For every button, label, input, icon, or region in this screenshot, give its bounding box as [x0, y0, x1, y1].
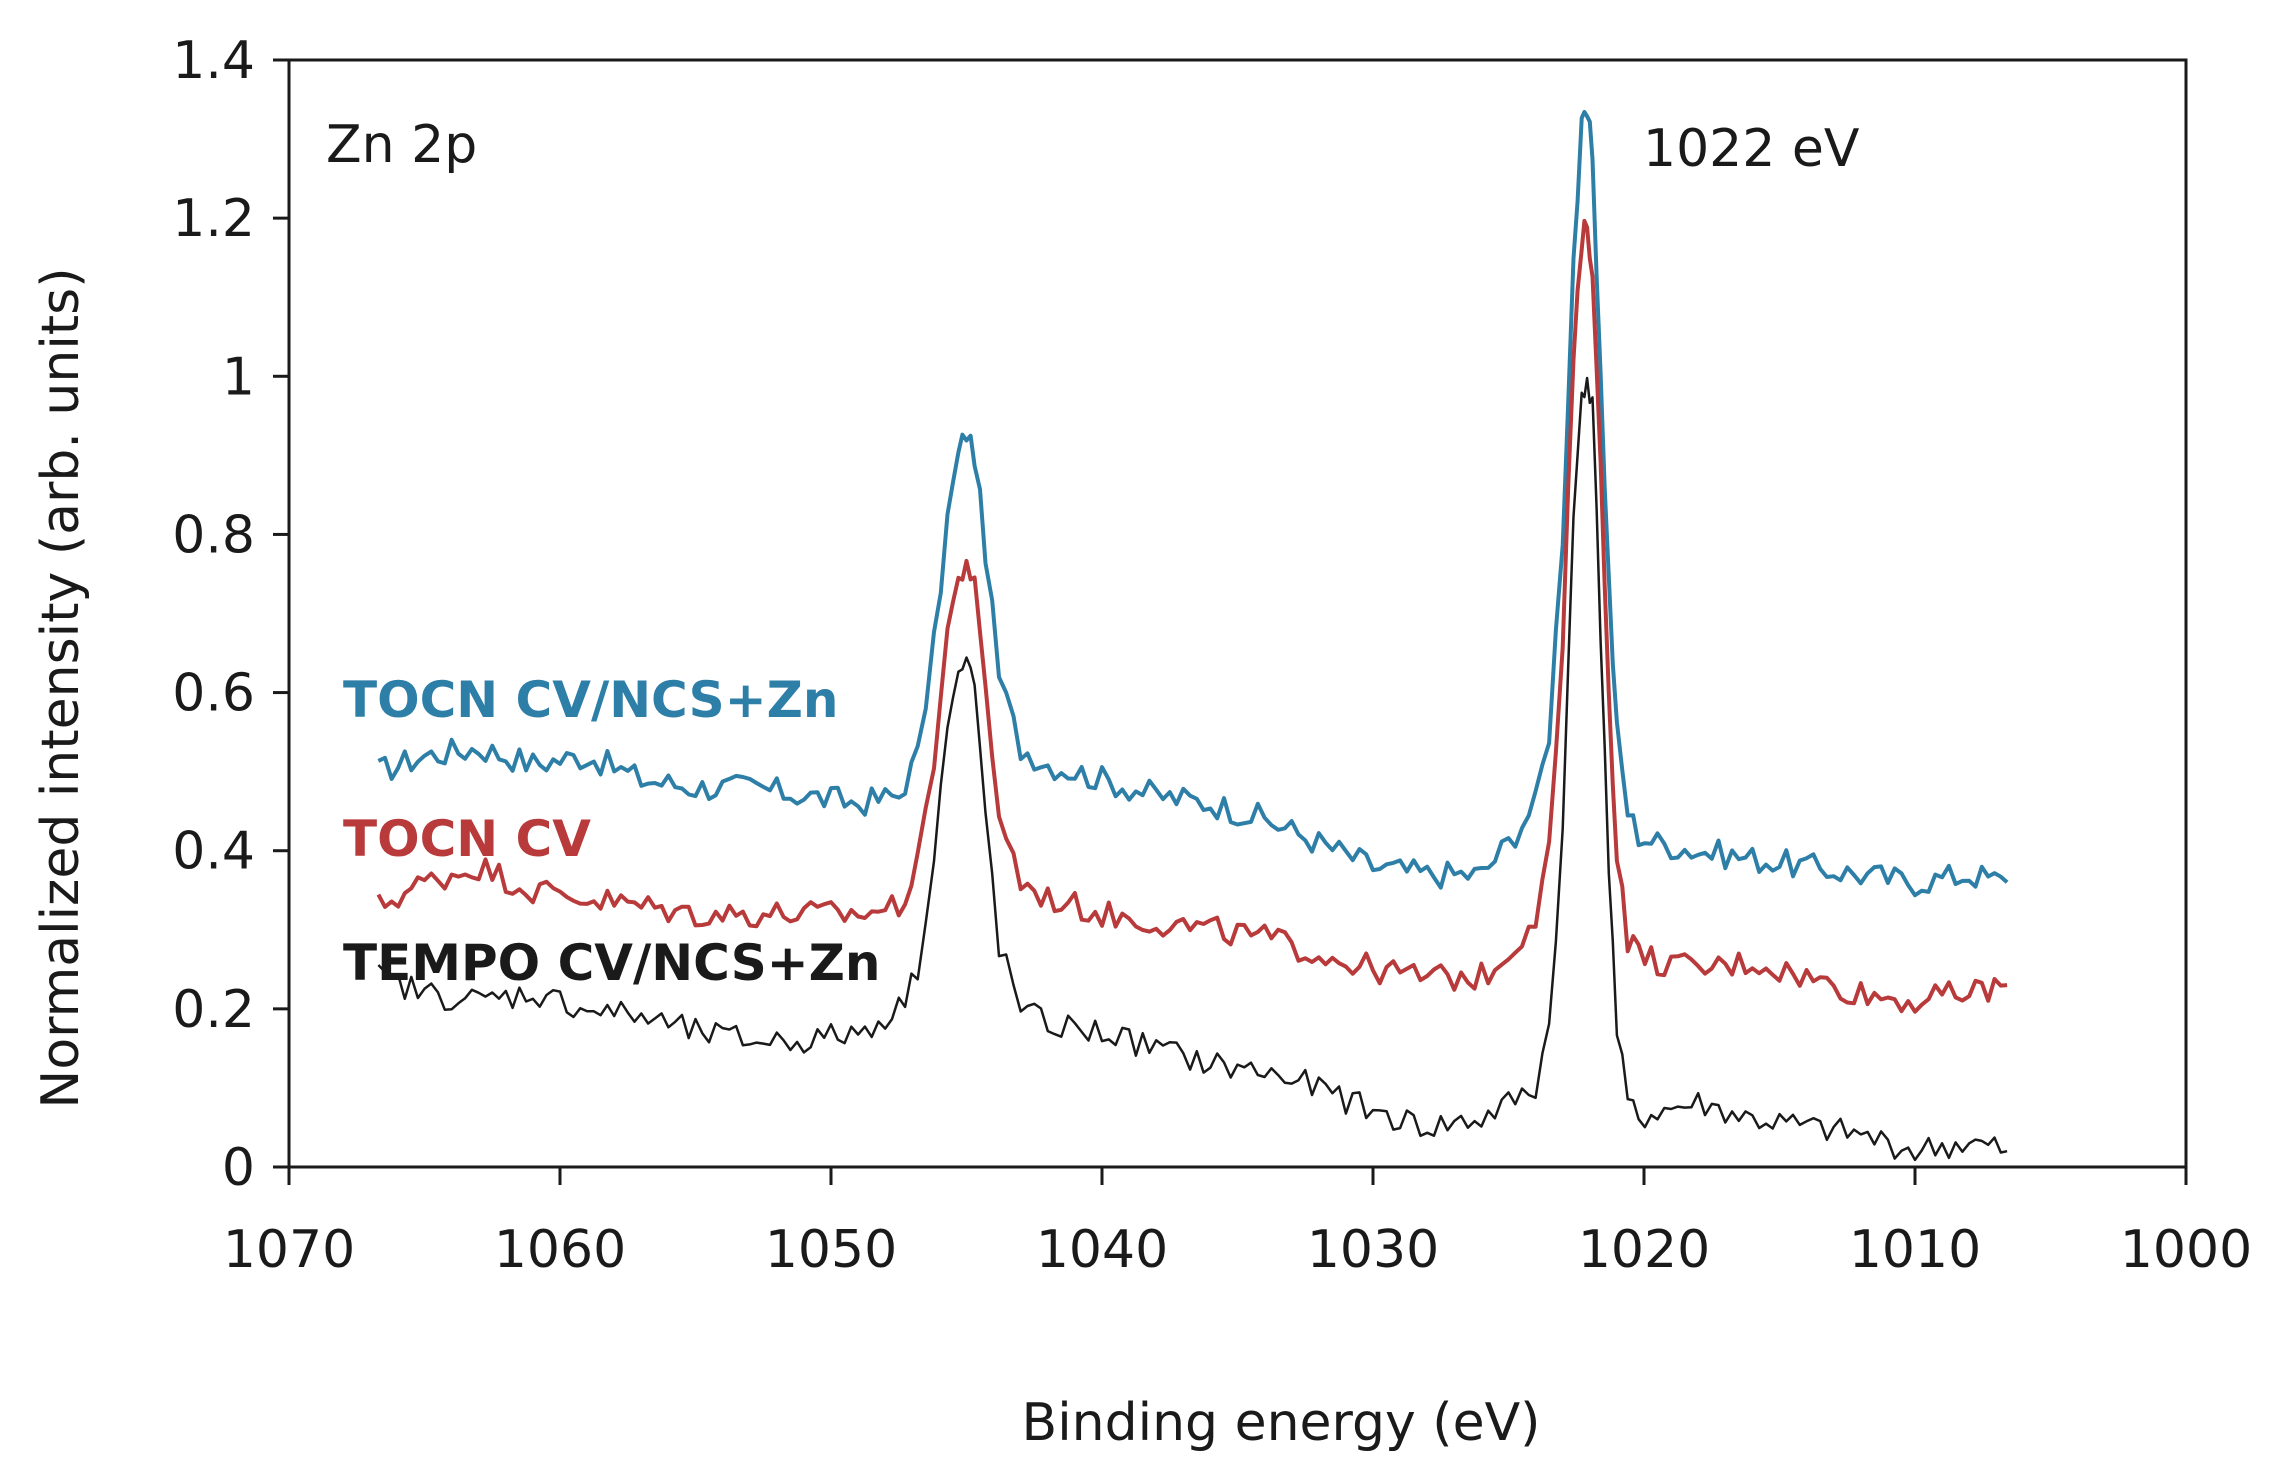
y-tick-label: 0.2 — [172, 980, 255, 1040]
x-tick-label: 1020 — [1578, 1220, 1710, 1280]
plot-frame — [287, 58, 2188, 1169]
x-tick-label: 1070 — [223, 1220, 355, 1280]
x-axis-title: Binding energy (eV) — [1022, 1393, 1541, 1453]
y-tick-label: 0.4 — [172, 822, 255, 882]
series-line-tocn-cv — [376, 218, 2008, 1014]
y-tick-label: 0.8 — [172, 505, 255, 565]
y-tick-label: 1.2 — [172, 189, 255, 249]
series-line-tempo-cv-ncs-zn — [377, 376, 2008, 1162]
x-tick-label: 1010 — [1849, 1220, 1981, 1280]
x-tick-label: 1050 — [765, 1220, 897, 1280]
y-tick-label: 0 — [222, 1138, 255, 1198]
core-level-annotation: Zn 2p — [326, 115, 477, 175]
axes: 0 0.2 0.4 0.6 0.8 1 1.2 1.4 1070 1060 1050 1040 1030… — [172, 31, 2252, 1280]
y-tick-label: 0.6 — [172, 664, 255, 724]
series-label-tocn-cv: TOCN CV — [343, 810, 591, 868]
y-axis-title: Normalized intensity (arb. units) — [31, 267, 91, 1108]
x-tick-label: 1030 — [1307, 1220, 1439, 1280]
x-tick-label: 1000 — [2120, 1220, 2252, 1280]
series-label-tocn-cv-ncs-zn: TOCN CV/NCS+Zn — [343, 671, 838, 729]
series-lines — [376, 109, 2009, 1162]
y-tick-label: 1 — [222, 347, 255, 407]
x-tick-label: 1060 — [494, 1220, 626, 1280]
peak-annotation: 1022 eV — [1643, 119, 1860, 179]
x-tick-label: 1040 — [1036, 1220, 1168, 1280]
series-line-tocn-cv-ncs-zn — [377, 109, 2009, 898]
y-tick-label: 1.4 — [172, 31, 255, 91]
series-label-tempo-cv-ncs-zn: TEMPO CV/NCS+Zn — [343, 934, 880, 992]
